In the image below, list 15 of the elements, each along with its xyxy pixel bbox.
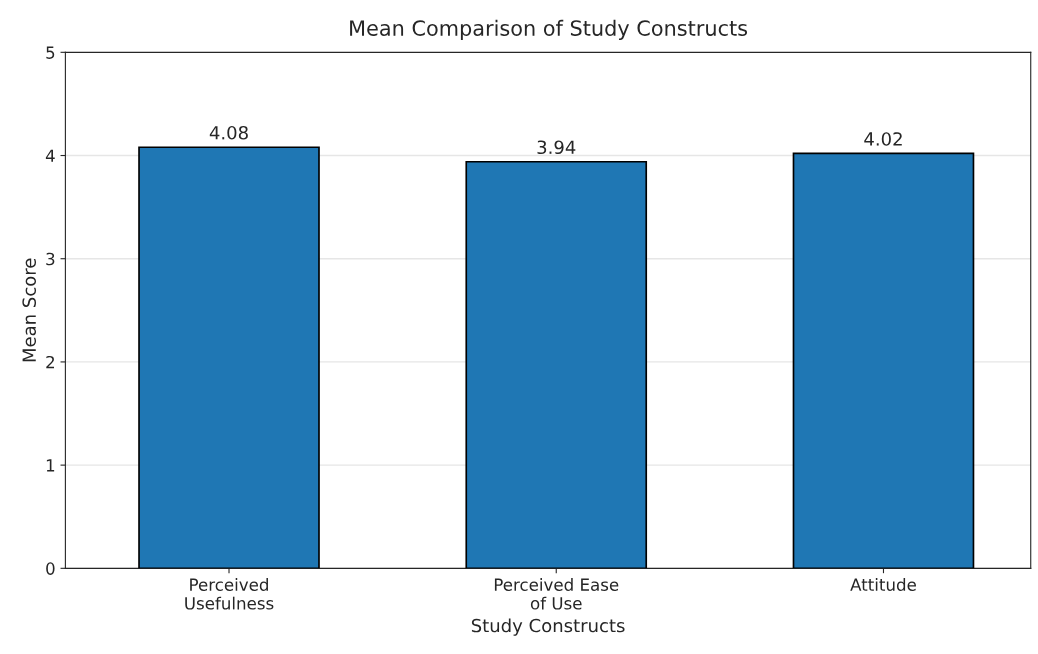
y-tick-label: 4 [45,149,55,162]
x-tick-label: Perceived Usefulness [185,578,274,610]
data-label: 4.02 [864,132,902,146]
x-tick-label: Attitude [850,578,916,591]
data-label: 3.94 [537,140,576,155]
x-axis-title: Study Constructs [471,618,625,636]
y-tick-label: 5 [46,46,55,59]
chart-title: Mean Comparison of Study Constructs [350,19,748,40]
data-label: 4.08 [209,125,248,140]
y-tick-label: 0 [46,562,55,575]
y-tick-label: 2 [46,355,54,369]
y-tick-label: 1 [46,459,55,472]
y-tick-label: 3 [46,252,55,266]
y-axis-title: Mean Score [22,258,37,362]
x-tick-label: Perceived Ease of Use [494,578,619,610]
